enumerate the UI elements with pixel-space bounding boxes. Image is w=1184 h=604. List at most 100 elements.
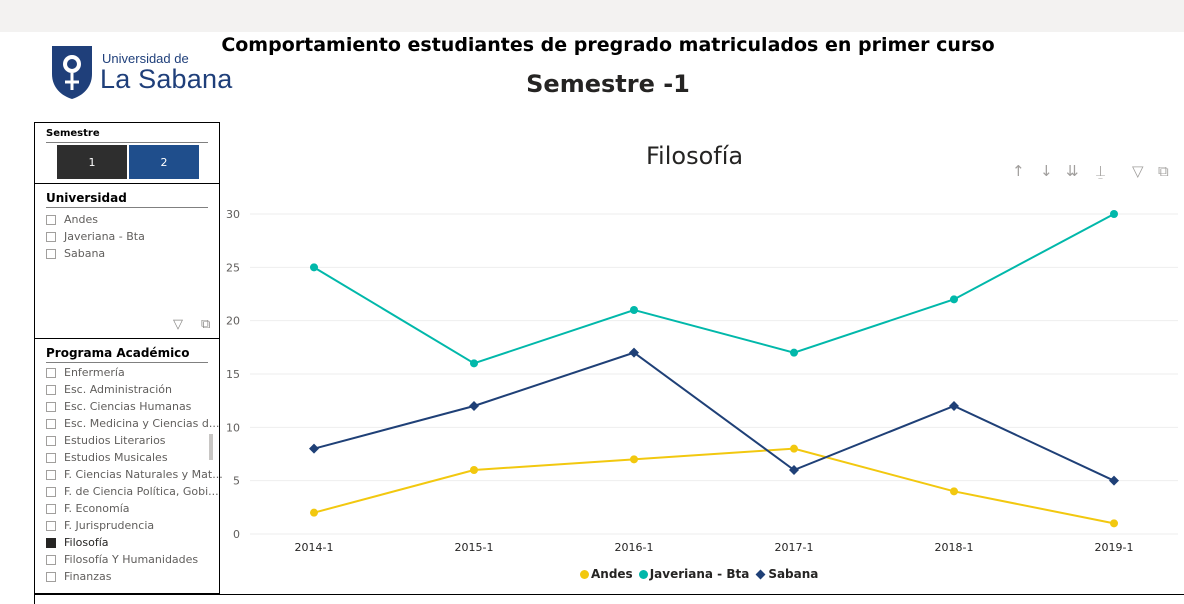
checkbox[interactable] bbox=[46, 231, 56, 242]
data-point bbox=[1110, 519, 1118, 528]
legend-marker bbox=[580, 569, 589, 579]
universidad-slicer: Universidad Andes Javeriana - Bta Sabana… bbox=[34, 184, 220, 339]
checkbox[interactable] bbox=[46, 435, 56, 446]
slicer-item[interactable]: Filosofía Y Humanidades bbox=[46, 551, 223, 568]
divider bbox=[46, 362, 208, 363]
bottom-visual-border bbox=[34, 594, 1184, 604]
checkbox[interactable] bbox=[46, 503, 56, 514]
y-tick-label: 0 bbox=[233, 528, 240, 541]
x-tick-label: 2019-1 bbox=[1095, 541, 1134, 554]
checkbox[interactable] bbox=[46, 452, 56, 463]
item-label: Finanzas bbox=[64, 570, 112, 583]
y-tick-label: 10 bbox=[226, 421, 240, 434]
data-point bbox=[790, 348, 798, 357]
series-line-javeriana-bta bbox=[313, 213, 1115, 365]
item-label: F. Ciencias Naturales y Mat... bbox=[64, 468, 223, 481]
item-label: Andes bbox=[64, 213, 98, 226]
slicer-item[interactable]: F. Economía bbox=[46, 500, 223, 517]
data-point bbox=[310, 263, 318, 272]
filter-icon[interactable]: ▽ bbox=[173, 317, 183, 332]
x-tick-label: 2014-1 bbox=[295, 541, 334, 554]
series-line-andes bbox=[313, 447, 1115, 525]
slicer-item[interactable]: F. de Ciencia Política, Gobi... bbox=[46, 483, 223, 500]
checkbox[interactable] bbox=[46, 418, 56, 429]
data-point bbox=[950, 487, 958, 496]
data-point bbox=[1109, 475, 1119, 486]
series-line-sabana bbox=[313, 351, 1115, 482]
legend-item-sabana[interactable]: Sabana bbox=[755, 567, 818, 581]
checkbox[interactable] bbox=[46, 214, 56, 225]
focus-mode-icon[interactable]: ⧉ bbox=[1158, 162, 1169, 180]
university-logo: Universidad de La Sabana bbox=[50, 44, 240, 104]
item-label: Enfermería bbox=[64, 366, 125, 379]
slicer-item[interactable]: Esc. Ciencias Humanas bbox=[46, 398, 223, 415]
report-title: Comportamiento estudiantes de pregrado m… bbox=[221, 34, 995, 56]
item-label: Esc. Medicina y Ciencias d... bbox=[64, 417, 220, 430]
item-label: F. Economía bbox=[64, 502, 130, 515]
arrow-up-icon[interactable]: ↑ bbox=[1012, 162, 1025, 180]
slicer-item-andes[interactable]: Andes bbox=[46, 211, 145, 228]
item-label: F. Jurisprudencia bbox=[64, 519, 155, 532]
legend-item-andes[interactable]: Andes bbox=[580, 567, 633, 581]
item-label: Sabana bbox=[64, 247, 106, 260]
data-point bbox=[469, 401, 479, 411]
semestre-tile-1[interactable]: 1 bbox=[57, 145, 127, 179]
slicer-title: Programa Académico bbox=[46, 346, 190, 360]
shield-icon bbox=[52, 46, 92, 99]
checkbox[interactable] bbox=[46, 248, 56, 259]
slicer-item[interactable]: F. Ciencias Naturales y Mat... bbox=[46, 466, 223, 483]
legend-item-javeriana[interactable]: Javeriana - Bta bbox=[638, 567, 750, 581]
slicer-item[interactable]: Esc. Administración bbox=[46, 381, 223, 398]
checkbox[interactable] bbox=[46, 571, 56, 582]
arrow-down-icon[interactable]: ↓ bbox=[1040, 162, 1053, 180]
x-tick-label: 2015-1 bbox=[455, 541, 494, 554]
top-bar bbox=[0, 0, 1184, 32]
slicer-title: Universidad bbox=[46, 191, 127, 205]
slicer-item[interactable]: Estudios Literarios bbox=[46, 432, 223, 449]
programa-slicer: Programa Académico Enfermería Esc. Admini… bbox=[34, 339, 223, 594]
x-tick-label: 2017-1 bbox=[775, 541, 814, 554]
slicer-item-sabana[interactable]: Sabana bbox=[46, 245, 145, 262]
data-point bbox=[950, 295, 958, 304]
data-point bbox=[630, 306, 638, 314]
expand-hierarchy-icon[interactable]: ⍊ bbox=[1096, 162, 1106, 180]
item-label: Javeriana - Bta bbox=[64, 230, 145, 243]
logo-line-2: La Sabana bbox=[100, 64, 233, 94]
data-point bbox=[629, 347, 639, 358]
data-point bbox=[1110, 210, 1118, 218]
slicer-item[interactable]: Filosofía bbox=[46, 534, 223, 551]
item-label: F. de Ciencia Política, Gobi... bbox=[64, 485, 219, 498]
item-label: Filosofía Y Humanidades bbox=[64, 553, 199, 566]
divider bbox=[46, 142, 208, 143]
line-chart: 0 5 10 15 20 25 30 2014-1 2015-1 2016-1 2017-1 2018… bbox=[226, 208, 1178, 554]
data-point bbox=[790, 444, 798, 453]
focus-mode-icon[interactable]: ⧉ bbox=[201, 317, 211, 332]
slicer-item-javeriana[interactable]: Javeriana - Bta bbox=[46, 228, 145, 245]
scrollbar[interactable] bbox=[209, 434, 213, 460]
checkbox[interactable] bbox=[46, 367, 56, 378]
checkbox[interactable] bbox=[46, 520, 56, 531]
slicer-title: Semestre bbox=[46, 128, 100, 139]
y-tick-label: 25 bbox=[226, 261, 240, 274]
slicer-item[interactable]: Esc. Medicina y Ciencias d... bbox=[46, 415, 223, 432]
checkbox[interactable] bbox=[46, 486, 56, 497]
slicer-item[interactable]: Estudios Musicales bbox=[46, 449, 223, 466]
checkbox[interactable] bbox=[46, 554, 56, 565]
data-point bbox=[630, 455, 638, 464]
slicer-item[interactable]: Enfermería bbox=[46, 364, 223, 381]
filter-icon[interactable]: ▽ bbox=[1132, 162, 1144, 180]
checkbox[interactable] bbox=[46, 384, 56, 395]
data-point bbox=[470, 466, 478, 474]
semestre-tile-2[interactable]: 2 bbox=[129, 145, 199, 179]
double-arrow-down-icon[interactable]: ⇊ bbox=[1066, 162, 1079, 180]
checkbox[interactable] bbox=[46, 469, 56, 480]
legend-label: Javeriana - Bta bbox=[649, 567, 750, 581]
data-point bbox=[789, 465, 799, 475]
checkbox[interactable] bbox=[46, 401, 56, 412]
legend-marker bbox=[638, 569, 648, 579]
semestre-slicer: Semestre 1 2 bbox=[34, 122, 220, 184]
legend-label: Andes bbox=[591, 567, 633, 581]
slicer-item[interactable]: Finanzas bbox=[46, 568, 223, 585]
slicer-item[interactable]: F. Jurisprudencia bbox=[46, 517, 223, 534]
checkbox[interactable] bbox=[46, 537, 56, 548]
